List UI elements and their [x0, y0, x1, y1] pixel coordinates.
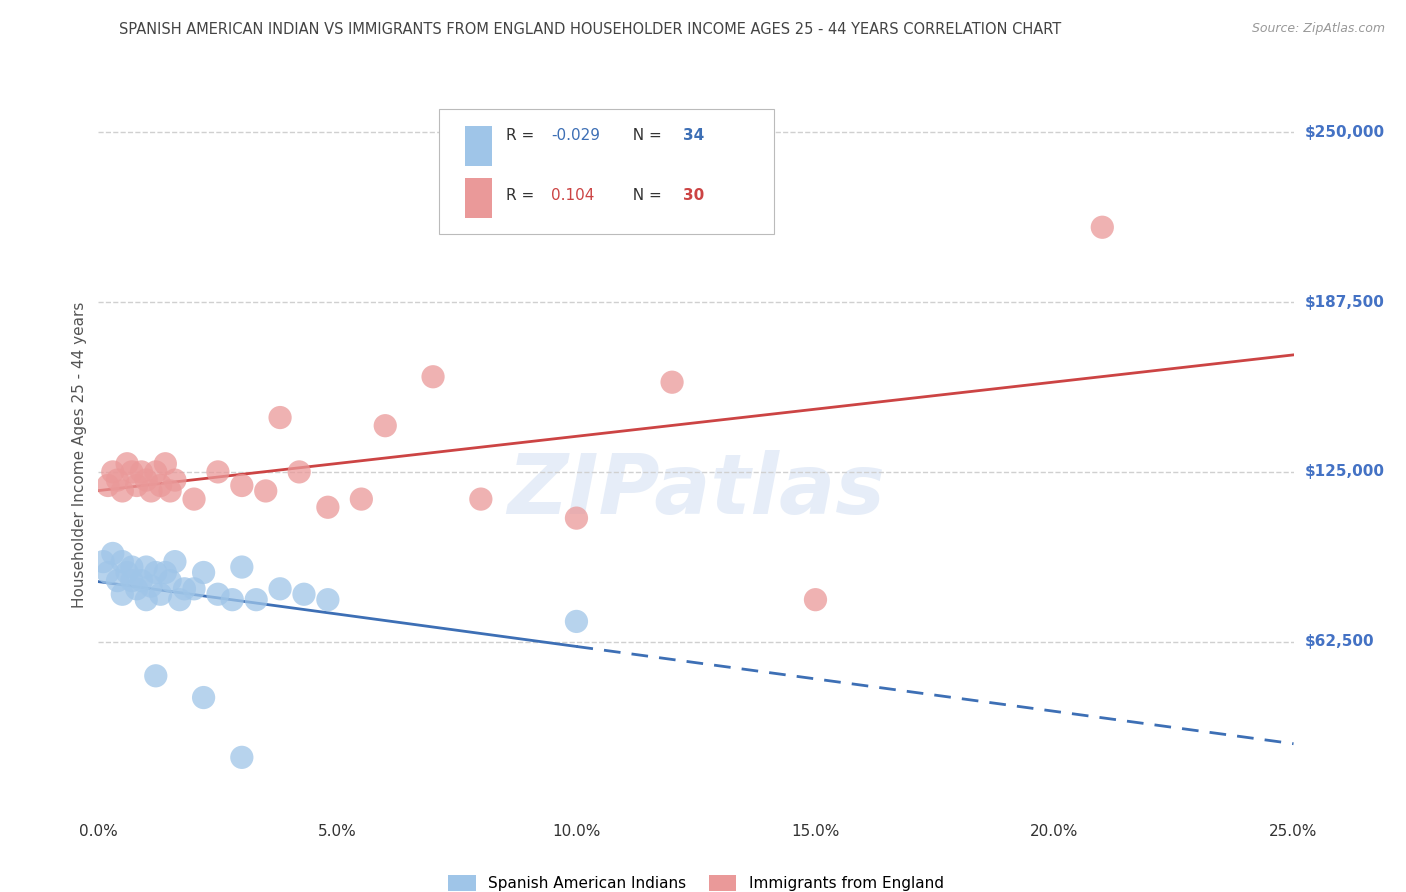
Text: $187,500: $187,500 — [1305, 294, 1385, 310]
Point — [139, 579, 162, 593]
Text: ZIPatlas: ZIPatlas — [508, 450, 884, 531]
Text: N =: N = — [623, 188, 666, 203]
Point — [145, 669, 167, 683]
Text: Source: ZipAtlas.com: Source: ZipAtlas.com — [1251, 22, 1385, 36]
Point — [316, 592, 339, 607]
Point — [91, 555, 114, 569]
Text: N =: N = — [623, 128, 666, 144]
Point — [149, 478, 172, 492]
Point — [155, 457, 177, 471]
Point — [245, 592, 267, 607]
Text: R =: R = — [506, 188, 544, 203]
Text: R =: R = — [506, 128, 538, 144]
Point — [111, 483, 134, 498]
Y-axis label: Householder Income Ages 25 - 44 years: Householder Income Ages 25 - 44 years — [72, 301, 87, 608]
Point — [470, 492, 492, 507]
Point — [193, 690, 215, 705]
Point — [422, 369, 444, 384]
Point — [111, 587, 134, 601]
Text: $125,000: $125,000 — [1305, 465, 1385, 479]
Text: 34: 34 — [683, 128, 704, 144]
Point — [163, 473, 186, 487]
Point — [111, 555, 134, 569]
Point — [159, 483, 181, 498]
Point — [207, 587, 229, 601]
Point — [269, 582, 291, 596]
Text: $62,500: $62,500 — [1305, 634, 1374, 649]
Text: $250,000: $250,000 — [1305, 125, 1385, 140]
Point — [350, 492, 373, 507]
Point — [115, 457, 138, 471]
Point — [661, 375, 683, 389]
Point — [565, 615, 588, 629]
Point — [173, 582, 195, 596]
Point — [163, 555, 186, 569]
Point — [145, 465, 167, 479]
Point — [125, 478, 148, 492]
Point — [101, 546, 124, 560]
Point — [316, 500, 339, 515]
Point — [207, 465, 229, 479]
Point — [107, 473, 129, 487]
Point — [292, 587, 315, 601]
Point — [193, 566, 215, 580]
Point — [135, 592, 157, 607]
Text: SPANISH AMERICAN INDIAN VS IMMIGRANTS FROM ENGLAND HOUSEHOLDER INCOME AGES 25 - : SPANISH AMERICAN INDIAN VS IMMIGRANTS FR… — [120, 22, 1062, 37]
Point — [159, 574, 181, 588]
Point — [131, 465, 153, 479]
Point — [374, 418, 396, 433]
Point — [125, 582, 148, 596]
Point — [288, 465, 311, 479]
Point — [115, 566, 138, 580]
Point — [121, 465, 143, 479]
Point — [231, 560, 253, 574]
Point — [1091, 220, 1114, 235]
Text: 30: 30 — [683, 188, 704, 203]
Point — [565, 511, 588, 525]
Point — [221, 592, 243, 607]
Point — [97, 566, 120, 580]
Point — [107, 574, 129, 588]
Point — [231, 750, 253, 764]
Text: 0.104: 0.104 — [551, 188, 595, 203]
FancyBboxPatch shape — [439, 109, 773, 234]
Point — [139, 483, 162, 498]
Point — [183, 492, 205, 507]
Point — [135, 560, 157, 574]
Point — [121, 560, 143, 574]
Bar — [465, 178, 492, 218]
Text: -0.029: -0.029 — [551, 128, 600, 144]
Point — [97, 478, 120, 492]
Point — [135, 473, 157, 487]
Point — [145, 566, 167, 580]
Point — [155, 566, 177, 580]
Point — [254, 483, 277, 498]
Point — [231, 478, 253, 492]
Point — [131, 574, 153, 588]
Point — [804, 592, 827, 607]
Legend: Spanish American Indians, Immigrants from England: Spanish American Indians, Immigrants fro… — [441, 870, 950, 892]
Bar — [465, 127, 492, 166]
Point — [101, 465, 124, 479]
Point — [269, 410, 291, 425]
Point — [183, 582, 205, 596]
Point — [149, 587, 172, 601]
Point — [169, 592, 191, 607]
Point — [121, 574, 143, 588]
